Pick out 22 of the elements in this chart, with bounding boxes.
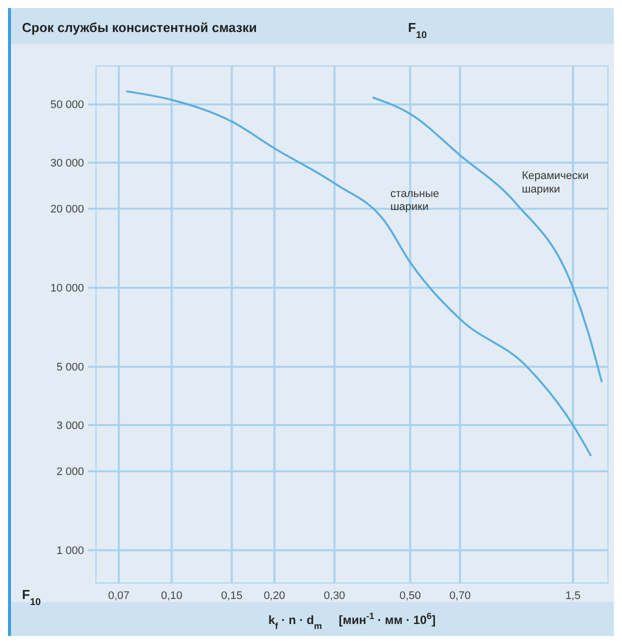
x-tick-label: 0,15 bbox=[221, 590, 242, 602]
y-tick-label: 1 000 bbox=[56, 545, 84, 558]
x-tick-label: 0,30 bbox=[324, 590, 346, 602]
x-tick-label: 0,50 bbox=[399, 590, 421, 602]
text: k$_{f}$ · n · d$_{m}$ [мин$^{-1}$ · мм · 10$^{6}$] bbox=[268, 611, 436, 631]
y-tick-label: 30 000 bbox=[50, 157, 84, 170]
x-tick-label: 0,70 bbox=[449, 590, 471, 602]
series-label: Керамически шарики bbox=[522, 170, 589, 196]
y-tick-label: 5 000 bbox=[56, 362, 84, 374]
chart-title: Срок службы консистентной смазки bbox=[22, 20, 257, 35]
y-tick-label: 50 000 bbox=[50, 99, 84, 112]
y-tick-label: 20 000 bbox=[50, 204, 84, 216]
x-tick-label: 0,07 bbox=[108, 590, 130, 602]
y-tick-label: 10 000 bbox=[50, 282, 84, 295]
y-tick-label: 2 000 bbox=[56, 466, 84, 478]
y-axis-title: F$_{10}$ bbox=[22, 587, 42, 608]
x-tick-label: 0,20 bbox=[264, 590, 286, 602]
x-tick-label: 1,5 bbox=[565, 590, 581, 602]
series-label: стальные шарики bbox=[390, 188, 440, 213]
x-tick-label: 0,10 bbox=[160, 590, 182, 602]
y-tick-label: 3 000 bbox=[56, 420, 84, 432]
chart-subtitle: F$_{10}$ bbox=[408, 20, 428, 40]
